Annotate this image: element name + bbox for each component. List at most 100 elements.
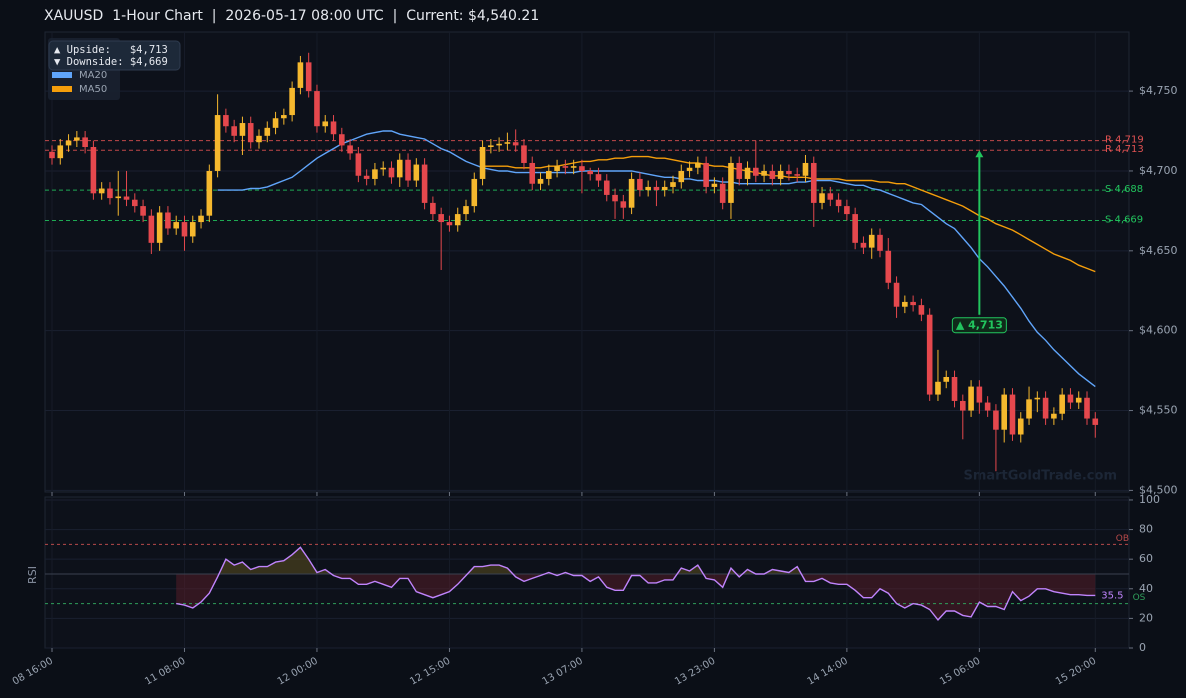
candle-body [628,178,635,208]
candle-body [562,166,569,168]
candle-body [496,143,502,146]
y-tick-label: $4,650 [1139,244,1178,257]
candle-body [363,175,370,179]
candle-body [330,121,337,135]
candle-body [1051,413,1057,419]
candle-body [993,410,999,430]
candle-body [935,381,941,395]
candle-body [736,162,743,179]
candle-body [305,62,312,92]
candle-body [512,142,519,146]
level-label: S 4,669 [1105,214,1143,225]
candle-body [165,212,171,229]
target-arrowhead [975,150,984,158]
candle-body [645,186,651,191]
candle-body [239,123,246,136]
level-label: R 4,719 [1105,135,1144,146]
candle-body [537,178,544,184]
candle-body [893,282,900,307]
candle-body [198,215,204,223]
candle-body [885,250,892,283]
rsi-y-tick-label: 0 [1139,641,1146,654]
target-label: ▲ 4,713 [956,319,1003,332]
candle-body [372,169,378,179]
candle-body [189,222,196,237]
candle-body [529,162,536,184]
candle-body [810,162,817,203]
legend-label: MA20 [79,70,107,81]
candle-body [587,170,593,175]
candle-body [281,115,287,119]
rsi-y-tick-label: 100 [1139,493,1160,506]
rsi-y-tick-label: 40 [1139,582,1153,595]
candle-body [960,400,966,411]
candle-body [777,170,784,179]
candle-body [256,135,262,143]
candle-body [603,180,610,195]
ma-line [217,130,1096,388]
candle-body [744,167,751,179]
candle-body [868,234,875,248]
info-box [48,40,181,71]
candle-body [1059,394,1065,414]
candle-body [132,199,138,207]
candle-body [918,305,925,315]
legend-label: MA50 [79,84,107,95]
candle-body [612,194,618,202]
chart-title: XAUUSD 1-Hour Chart | 2026-05-17 08:00 U… [44,8,539,24]
candle-body [115,196,122,199]
candle-body [595,174,602,181]
candle-body [148,215,155,243]
candle-body [479,147,486,179]
candle-body [521,145,527,163]
candle-body [74,137,80,141]
os-label: OS [1133,593,1146,603]
candle-body [438,214,444,223]
rsi-value-label: 35.5 [1101,590,1123,601]
y-tick-label: $4,500 [1139,483,1178,496]
candle-body [1034,397,1041,400]
candle-body [728,162,734,203]
candle-body [396,159,403,178]
candle-body [678,170,685,183]
candle-body [446,222,453,226]
candle-body [943,377,950,382]
candle-body [1001,394,1007,430]
candle-body [686,167,693,171]
level-label: S 4,688 [1105,184,1143,195]
candle-body [860,242,867,248]
candle-body [247,123,254,143]
candle-body [297,62,304,88]
candle-body [347,145,353,154]
rsi-panel [44,496,1130,649]
y-tick-label: $4,750 [1139,84,1178,97]
candle-body [181,222,188,237]
candle-body [844,206,850,215]
candle-body [926,314,933,395]
candle-body [413,164,420,181]
rsi-fill-below [176,573,1096,620]
y-tick-label: $4,600 [1139,324,1178,337]
candle-body [579,166,585,171]
candle-body [1009,394,1016,435]
candle-body [339,134,345,146]
candle-body [819,193,825,203]
rsi-y-tick-label: 60 [1139,552,1153,565]
candle-body [968,386,974,411]
candle-body [1017,418,1024,435]
rsi-axis-label: RSI [26,566,39,584]
candle-body [355,153,362,176]
candle-body [65,140,72,146]
candle-body [322,121,329,127]
candle-body [670,182,676,187]
candle-body [454,214,461,226]
candle-body [786,170,792,175]
candle-body [504,142,511,144]
target-label-box [951,317,1007,334]
rsi-y-tick-label: 80 [1139,523,1153,536]
candle-body [703,162,709,187]
candle-body [910,301,916,306]
candle-body [107,188,113,199]
